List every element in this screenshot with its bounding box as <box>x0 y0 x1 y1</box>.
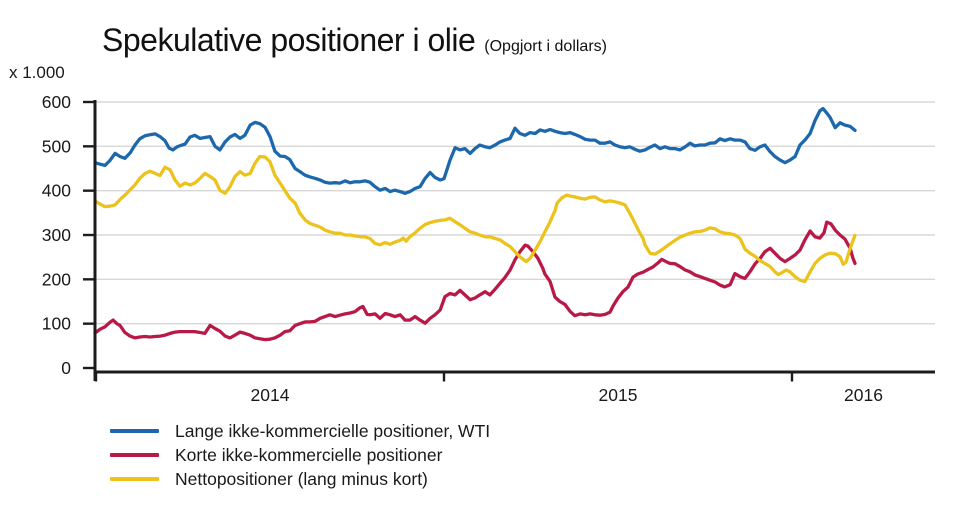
series-line-0 <box>93 106 857 195</box>
x-tick-label-2014: 2014 <box>251 385 290 405</box>
x-tick-label-2015: 2015 <box>599 385 638 405</box>
legend-item-netto: Nettopositioner (lang minus kort) <box>110 467 490 491</box>
legend-swatch-yellow-icon <box>110 476 159 482</box>
y-tick-label-200: 200 <box>42 269 71 289</box>
legend-label: Korte ikke-kommercielle positioner <box>175 444 443 465</box>
legend-label: Lange ikke-kommercielle positioner, WTI <box>175 420 491 441</box>
y-axis-unit-label: x 1.000 <box>9 63 65 82</box>
y-tick-label-300: 300 <box>42 225 71 245</box>
chart-legend: Lange ikke-kommercielle positioner, WTI … <box>110 419 490 491</box>
y-tick-label-600: 600 <box>42 92 71 112</box>
y-tick-label-100: 100 <box>42 314 71 334</box>
series-line-1 <box>93 220 857 342</box>
legend-item-lange: Lange ikke-kommercielle positioner, WTI <box>110 419 490 443</box>
x-tick-label-2016: 2016 <box>844 385 883 405</box>
legend-swatch-red-icon <box>110 452 159 458</box>
legend-item-korte: Korte ikke-kommercielle positioner <box>110 443 490 467</box>
y-tick-label-400: 400 <box>42 181 71 201</box>
chart-title-row: Spekulative positioner i olie (Opgjort i… <box>102 22 607 59</box>
y-tick-label-0: 0 <box>61 358 71 378</box>
y-tick-label-500: 500 <box>42 136 71 156</box>
legend-swatch-blue-icon <box>110 428 159 434</box>
chart-subtitle: (Opgjort i dollars) <box>484 38 607 55</box>
legend-label: Nettopositioner (lang minus kort) <box>175 468 428 489</box>
chart-title: Spekulative positioner i olie <box>102 22 476 58</box>
series-line-2 <box>93 154 857 284</box>
